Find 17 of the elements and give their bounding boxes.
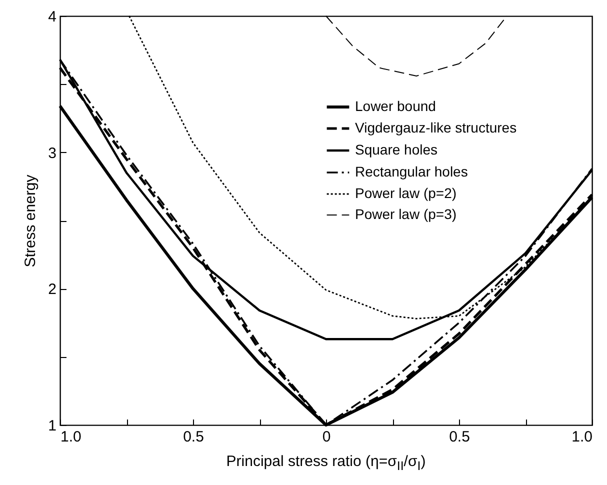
x-tick-label: 1.0 — [60, 428, 82, 446]
x-tick-label: 0.5 — [449, 428, 470, 446]
legend-label: Vigdergauz-like structures — [355, 120, 517, 136]
y-axis-title: Stress energy — [22, 174, 40, 268]
y-tick-label: 4 — [48, 8, 56, 26]
legend-label: Square holes — [355, 142, 438, 158]
legend-label: Lower bound — [355, 98, 436, 114]
x-tick-label: 1.0 — [572, 428, 592, 446]
legend-label: Power law (p=3) — [355, 206, 457, 222]
x-tick-label: 0 — [322, 428, 331, 446]
legend-label: Rectangular holes — [355, 164, 468, 180]
y-tick-label: 3 — [48, 144, 56, 162]
x-axis-title: Principal stress ratio (η=σ$_{II}$/σ$_{I}$) — [225, 453, 427, 473]
x-tick-label: 0.5 — [183, 428, 204, 446]
y-tick-label: 2 — [48, 281, 56, 298]
legend-label: Power law (p=2) — [355, 185, 457, 201]
y-tick-label: 1 — [48, 418, 56, 434]
